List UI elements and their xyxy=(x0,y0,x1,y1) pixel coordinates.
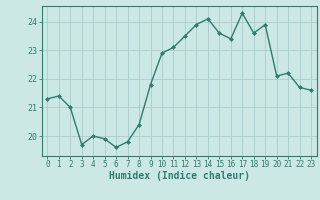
X-axis label: Humidex (Indice chaleur): Humidex (Indice chaleur) xyxy=(109,171,250,181)
